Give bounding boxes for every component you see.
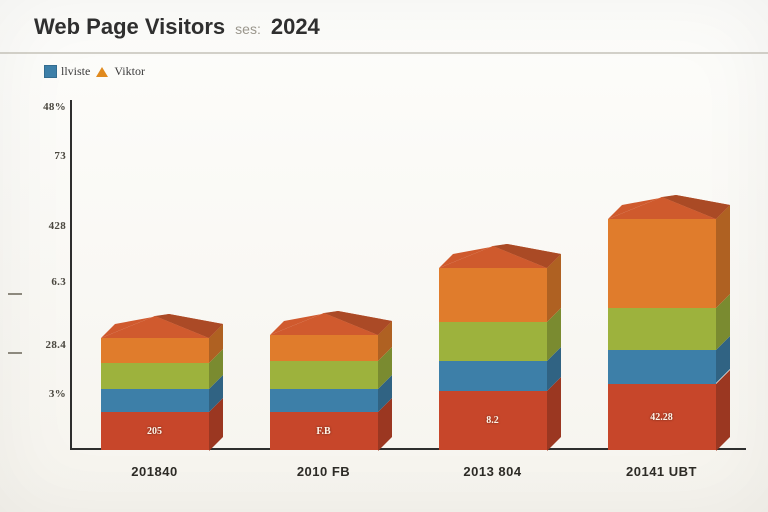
bar-segment: [439, 322, 547, 361]
bar-column: F.B2010 FB: [249, 335, 399, 451]
outer-tick: [8, 293, 22, 295]
bar-segment: [101, 389, 209, 412]
bar: 42.28: [608, 219, 716, 450]
bar-side-face: [716, 205, 730, 308]
bar-segment: [439, 268, 547, 322]
bar: F.B: [270, 335, 378, 451]
legend-swatch-1: [44, 65, 57, 78]
x-tick-label: 2013 804: [463, 464, 521, 479]
bar-segment: [270, 389, 378, 412]
y-tick-label: 73: [26, 150, 66, 162]
y-tick-label: 6.3: [26, 276, 66, 288]
bar-value-label: F.B: [316, 426, 330, 437]
chart-page: { "title": { "main": "Web Page Visitors"…: [0, 0, 768, 512]
y-tick-label: 28.4: [26, 339, 66, 351]
bar-value-label: 8.2: [486, 415, 499, 426]
outer-tick-marks: [8, 100, 28, 452]
bar-segment: F.B: [270, 412, 378, 451]
title-sub: ses:: [235, 21, 261, 37]
bar-top-face: [270, 311, 378, 335]
bar-segment: 205: [101, 412, 209, 451]
legend: llviste Viktor: [44, 64, 145, 79]
bar-value-label: 42.28: [650, 412, 673, 423]
bar-top-face: [608, 195, 716, 219]
bar-segment: [101, 363, 209, 389]
y-tick-label: 48%: [26, 101, 66, 113]
title-main: Web Page Visitors: [34, 14, 225, 40]
legend-label-2: Viktor: [114, 64, 145, 79]
bar-segment: [608, 308, 716, 350]
bar-segment: 42.28: [608, 384, 716, 451]
y-tick-label: 428: [26, 220, 66, 232]
legend-label-1: llviste: [61, 64, 90, 79]
x-tick-label: 2010 FB: [297, 464, 350, 479]
bar-column: 8.22013 804: [418, 268, 568, 450]
bar-column: 42.2820141 UBT: [587, 219, 737, 450]
bar-segment: 8.2: [439, 391, 547, 451]
bar-segment: [608, 219, 716, 308]
outer-tick: [8, 352, 22, 354]
bar-segment: [101, 338, 209, 363]
plot-area: 48%734286.328.43% 205201840F.B2010 FB8.2…: [70, 100, 746, 490]
x-tick-label: 201840: [131, 464, 177, 479]
y-tick-label: 3%: [26, 388, 66, 400]
bars-container: 205201840F.B2010 FB8.22013 80442.2820141…: [70, 100, 746, 450]
x-tick-label: 20141 UBT: [626, 464, 697, 479]
title-rule: [0, 52, 768, 54]
title-year: 2024: [271, 14, 320, 40]
bar-value-label: 205: [147, 426, 162, 437]
chart-title: Web Page Visitors ses: 2024: [34, 14, 320, 40]
bar-segment: [439, 361, 547, 391]
bar-segment: [270, 335, 378, 361]
legend-triangle-icon: [96, 67, 108, 77]
bar-column: 205201840: [80, 338, 230, 450]
bar-top-face: [439, 244, 547, 268]
bar: 8.2: [439, 268, 547, 450]
bar-top-face: [101, 314, 209, 338]
bar-segment: [270, 361, 378, 389]
bar: 205: [101, 338, 209, 450]
bar-segment: [608, 350, 716, 383]
